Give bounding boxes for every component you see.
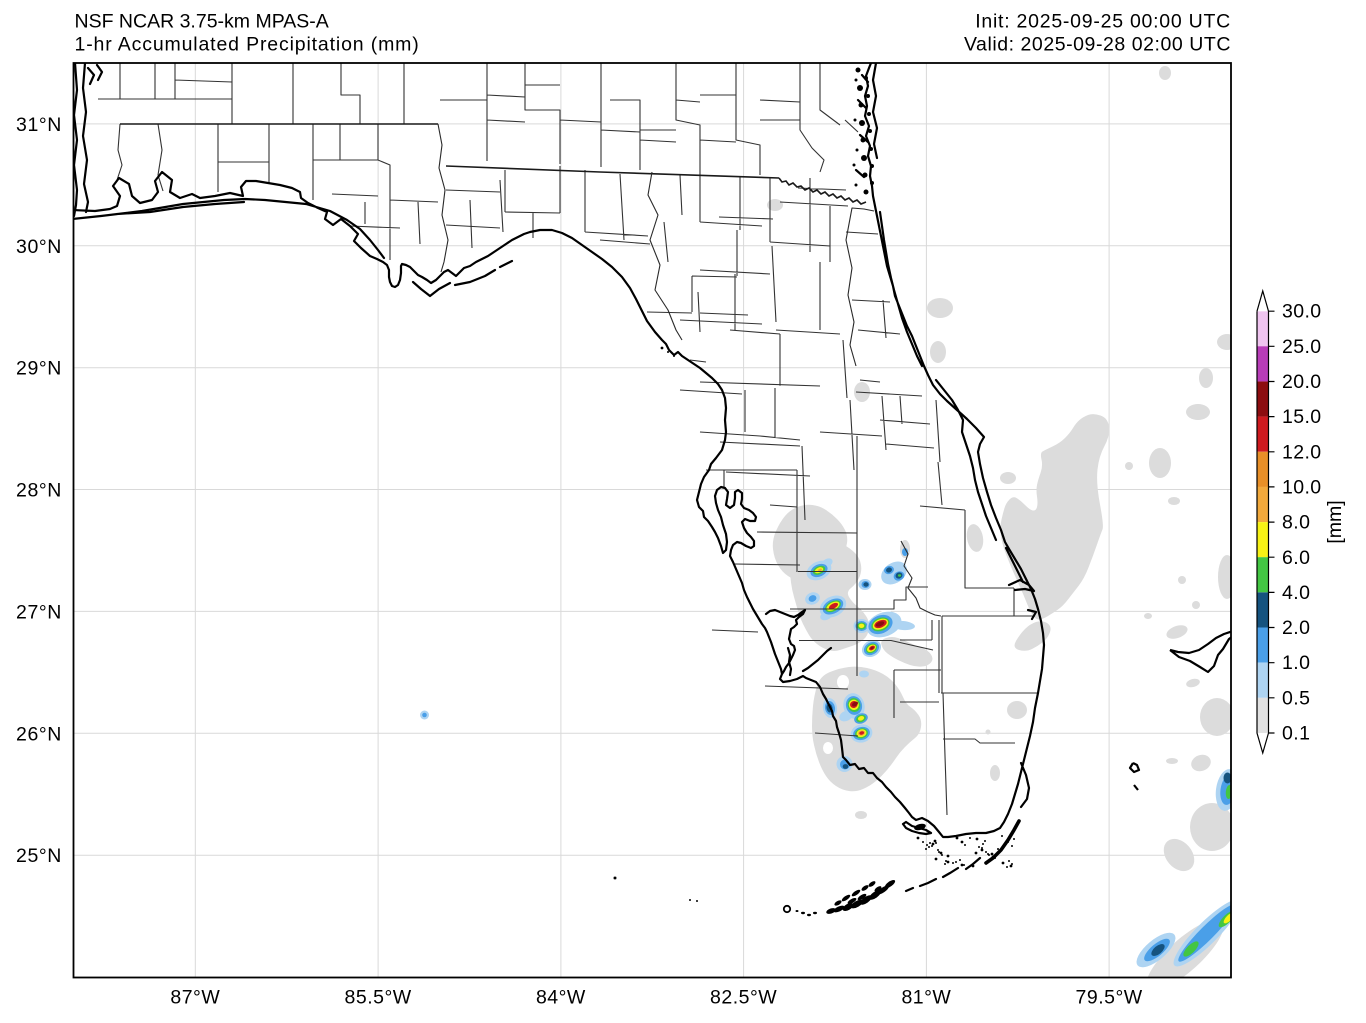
- svg-text:1.0: 1.0: [1282, 652, 1310, 674]
- svg-text:30°N: 30°N: [16, 236, 62, 258]
- svg-text:10.0: 10.0: [1282, 476, 1322, 498]
- svg-text:84°W: 84°W: [536, 987, 586, 1009]
- svg-text:26°N: 26°N: [16, 723, 62, 745]
- svg-text:6.0: 6.0: [1282, 547, 1310, 569]
- svg-text:79.5°W: 79.5°W: [1076, 987, 1143, 1009]
- svg-text:12.0: 12.0: [1282, 441, 1322, 463]
- svg-text:27°N: 27°N: [16, 601, 62, 623]
- svg-text:4.0: 4.0: [1282, 582, 1310, 604]
- svg-text:85.5°W: 85.5°W: [345, 987, 412, 1009]
- svg-text:25.0: 25.0: [1282, 336, 1322, 358]
- svg-text:25°N: 25°N: [16, 845, 62, 867]
- svg-text:2.0: 2.0: [1282, 617, 1310, 639]
- svg-text:81°W: 81°W: [901, 987, 951, 1009]
- svg-text:82.5°W: 82.5°W: [710, 987, 777, 1009]
- svg-text:29°N: 29°N: [16, 358, 62, 380]
- svg-text:31°N: 31°N: [16, 114, 62, 136]
- svg-text:Valid: 2025-09-28 02:00 UTC: Valid: 2025-09-28 02:00 UTC: [964, 33, 1231, 55]
- svg-text:0.1: 0.1: [1282, 723, 1310, 745]
- svg-text:1-hr Accumulated Precipitation: 1-hr Accumulated Precipitation (mm): [75, 33, 420, 55]
- svg-text:87°W: 87°W: [170, 987, 220, 1009]
- svg-text:20.0: 20.0: [1282, 371, 1322, 393]
- svg-text:0.5: 0.5: [1282, 687, 1310, 709]
- svg-text:15.0: 15.0: [1282, 406, 1322, 428]
- svg-text:28°N: 28°N: [16, 480, 62, 502]
- svg-text:30.0: 30.0: [1282, 301, 1322, 323]
- svg-text:8.0: 8.0: [1282, 512, 1310, 534]
- svg-text:[mm]: [mm]: [1324, 500, 1346, 543]
- svg-text:NSF NCAR 3.75-km MPAS-A: NSF NCAR 3.75-km MPAS-A: [75, 10, 329, 32]
- svg-text:Init: 2025-09-25 00:00 UTC: Init: 2025-09-25 00:00 UTC: [975, 10, 1231, 32]
